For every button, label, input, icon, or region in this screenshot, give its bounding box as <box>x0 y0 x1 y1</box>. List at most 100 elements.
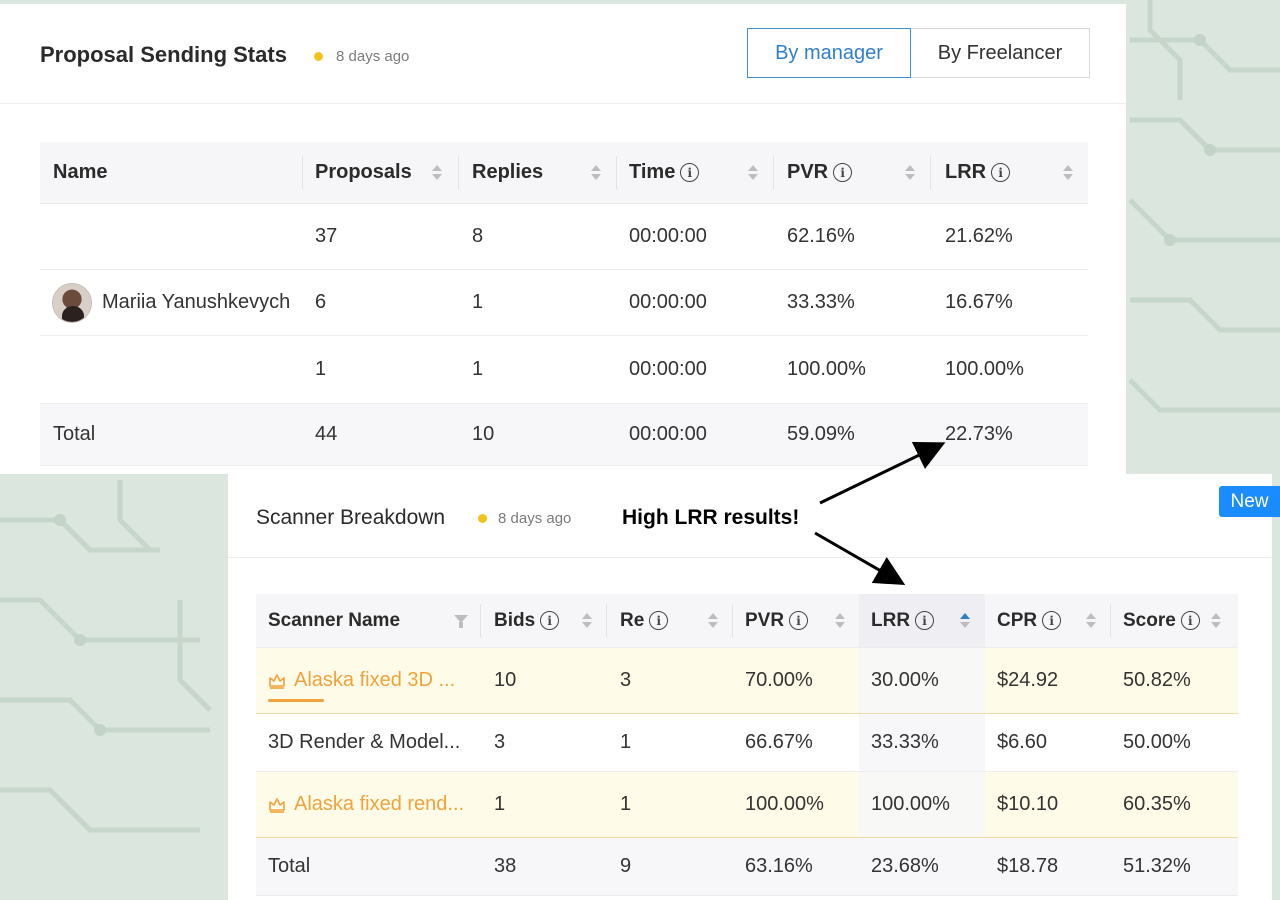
col-cpr-label: CPR <box>997 609 1038 631</box>
scanner-name-link[interactable]: Alaska fixed rend... <box>294 793 465 815</box>
sort-icon[interactable] <box>708 611 718 631</box>
proposal-stats-updated: 8 days ago <box>336 48 410 65</box>
cell-lrr: 23.68% <box>871 855 939 877</box>
total-row: Total 44 10 00:00:00 59.09% 22.73% <box>40 404 1088 466</box>
cell-pvr: 100.00% <box>787 358 866 380</box>
cell-re: 1 <box>620 793 632 815</box>
lrr-sorted-column <box>859 648 985 713</box>
scanner-name-link[interactable]: Alaska fixed 3D ... <box>294 669 456 691</box>
cell-score: 60.35% <box>1123 793 1191 815</box>
table-row: 1 1 00:00:00 100.00% 100.00% <box>40 336 1088 404</box>
col-score-label: Score <box>1123 609 1176 631</box>
new-badge[interactable]: New <box>1219 486 1280 517</box>
by-manager-toggle[interactable]: By manager <box>747 28 911 78</box>
cell-cpr: $10.10 <box>997 793 1059 815</box>
filter-icon[interactable] <box>454 615 468 629</box>
lrr-sorted-column <box>859 838 985 895</box>
sort-icon[interactable] <box>1211 611 1221 631</box>
cell-scanner-name[interactable]: Alaska fixed rend... <box>268 772 464 837</box>
proposal-stats-title: Proposal Sending Stats <box>40 42 287 67</box>
cell-pvr: 33.33% <box>787 291 855 313</box>
table-row: Alaska fixed 3D ... 10 3 70.00% 30.00% $… <box>256 648 1238 714</box>
cell-score: 50.00% <box>1123 731 1191 753</box>
status-dot-icon <box>478 514 487 523</box>
col-lrr-header[interactable]: LRR i <box>871 594 935 647</box>
info-icon[interactable]: i <box>789 611 809 630</box>
sort-icon[interactable] <box>582 611 592 631</box>
manager-name: Mariia Yanushkevych <box>102 291 291 313</box>
column-divider <box>606 604 607 638</box>
cell-pvr: 59.09% <box>787 423 855 445</box>
col-name-header: Name <box>53 161 108 183</box>
sort-icon[interactable] <box>1063 163 1073 183</box>
cell-name[interactable]: Mariia Yanushkevych <box>52 270 290 335</box>
column-divider <box>616 156 617 190</box>
cell-pvr: 66.67% <box>745 731 813 753</box>
col-lrr-header[interactable]: LRR i <box>945 142 1011 203</box>
info-icon[interactable]: i <box>649 611 669 630</box>
column-divider <box>302 156 303 190</box>
cell-lrr: 100.00% <box>945 358 1024 380</box>
table-row: 37 8 00:00:00 62.16% 21.62% <box>40 204 1088 270</box>
col-lrr-label: LRR <box>871 609 911 631</box>
cell-bids: 3 <box>494 731 506 753</box>
sort-icon[interactable] <box>591 163 601 183</box>
cell-time: 00:00:00 <box>629 358 707 380</box>
cell-replies: 1 <box>472 291 484 313</box>
info-icon[interactable]: i <box>1042 611 1062 630</box>
info-icon[interactable]: i <box>1180 611 1200 630</box>
cell-bids: 10 <box>494 669 517 691</box>
cell-pvr: 100.00% <box>745 793 824 815</box>
sort-icon[interactable] <box>748 163 758 183</box>
column-divider <box>480 604 481 638</box>
cell-replies: 1 <box>472 358 484 380</box>
col-proposals-header[interactable]: Proposals <box>315 142 412 203</box>
col-time-header[interactable]: Time i <box>629 142 700 203</box>
sort-ascending-icon[interactable] <box>960 611 970 631</box>
info-icon[interactable]: i <box>915 611 935 630</box>
sort-icon[interactable] <box>905 163 915 183</box>
table-header-row: Name Proposals Replies Time i PVR i LRR i <box>40 142 1088 204</box>
col-cpr-header[interactable]: CPR i <box>997 594 1062 647</box>
total-row: Total 38 9 63.16% 23.68% $18.78 51.32% <box>256 838 1238 896</box>
col-re-header[interactable]: Re i <box>620 594 669 647</box>
cell-scanner-name[interactable]: 3D Render & Model... <box>268 731 461 753</box>
table-row: 3D Render & Model... 3 1 66.67% 33.33% $… <box>256 714 1238 772</box>
col-re-label: Re <box>620 609 645 631</box>
cell-bids: 38 <box>494 855 517 877</box>
col-pvr-header[interactable]: PVR i <box>745 594 809 647</box>
cell-lrr: 16.67% <box>945 291 1013 313</box>
scanner-breakdown-panel: Scanner Breakdown 8 days ago High LRR re… <box>228 474 1272 900</box>
crown-icon <box>269 797 285 813</box>
info-icon[interactable]: i <box>991 163 1011 182</box>
col-score-header[interactable]: Score i <box>1123 594 1200 647</box>
lrr-sorted-column <box>859 714 985 771</box>
sort-icon[interactable] <box>1086 611 1096 631</box>
sort-icon[interactable] <box>835 611 845 631</box>
info-icon[interactable]: i <box>833 163 853 182</box>
cell-lrr: 22.73% <box>945 423 1013 445</box>
col-bids-header[interactable]: Bids i <box>494 594 560 647</box>
cell-proposals: 6 <box>315 291 327 313</box>
cell-re: 1 <box>620 731 632 753</box>
col-proposals-label: Proposals <box>315 161 412 183</box>
lrr-sorted-column <box>859 772 985 837</box>
scanner-breakdown-title: Scanner Breakdown <box>256 506 446 529</box>
col-pvr-header[interactable]: PVR i <box>787 142 853 203</box>
cell-scanner-name[interactable]: Alaska fixed 3D ... <box>268 648 455 713</box>
info-icon[interactable]: i <box>540 611 560 630</box>
col-replies-label: Replies <box>472 161 544 183</box>
cell-cpr: $18.78 <box>997 855 1059 877</box>
by-freelancer-toggle[interactable]: By Freelancer <box>910 28 1090 78</box>
column-divider <box>732 604 733 638</box>
cell-proposals: 1 <box>315 358 327 380</box>
col-pvr-label: PVR <box>787 161 829 183</box>
cell-replies: 10 <box>472 423 495 445</box>
sort-icon[interactable] <box>432 163 442 183</box>
proposal-stats-panel: Proposal Sending Stats 8 days ago By man… <box>0 4 1126 474</box>
info-icon[interactable]: i <box>680 163 700 182</box>
col-lrr-label: LRR <box>945 161 987 183</box>
cell-cpr: $24.92 <box>997 669 1059 691</box>
table-header-row: Scanner Name Bids i Re i PVR i LRR i CPR i Sc… <box>256 594 1238 648</box>
col-replies-header[interactable]: Replies <box>472 142 543 203</box>
